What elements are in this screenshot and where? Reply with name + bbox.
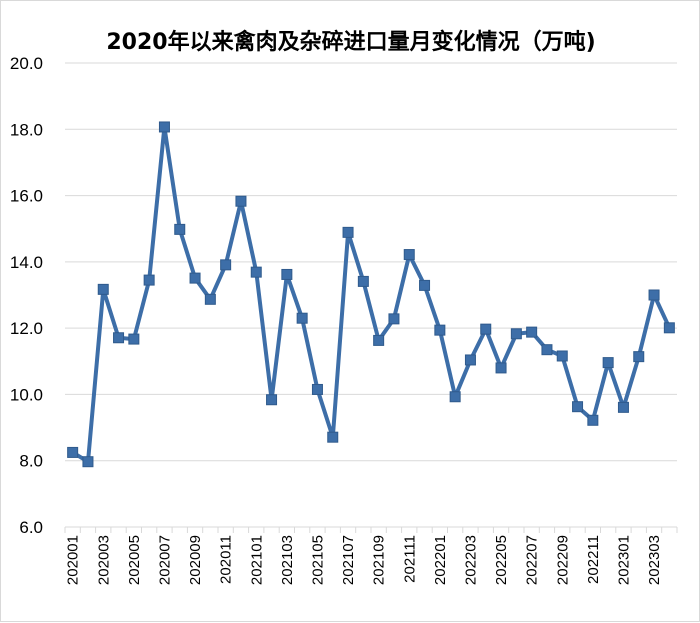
data-point	[434, 324, 446, 336]
x-tick-label: 202109	[371, 535, 388, 585]
x-tick-label: 202003	[95, 535, 112, 585]
data-point	[357, 275, 369, 287]
data-point	[128, 333, 140, 345]
data-point	[250, 266, 262, 278]
data-point	[189, 272, 201, 284]
x-tick-label: 202107	[340, 535, 357, 585]
y-tick-label: 16.0	[10, 187, 43, 206]
data-point	[480, 323, 492, 335]
data-point	[143, 274, 155, 286]
data-point	[67, 446, 79, 458]
y-tick-label: 10.0	[10, 385, 43, 404]
data-point	[572, 401, 584, 413]
x-tick-label: 202105	[309, 535, 326, 585]
chart-title: 2020年以来禽肉及杂碎进口量月变化情况（万吨)	[106, 30, 596, 55]
data-point	[419, 279, 431, 291]
x-tick-label: 202301	[615, 535, 632, 585]
data-point	[633, 351, 645, 363]
x-tick-label: 202009	[187, 535, 204, 585]
data-point	[266, 394, 278, 406]
x-tick-label: 202205	[493, 535, 510, 585]
data-point	[663, 322, 675, 334]
data-point	[648, 289, 660, 301]
y-tick-label: 20.0	[10, 54, 43, 73]
data-point	[235, 195, 247, 207]
x-tick-label: 202209	[554, 535, 571, 585]
x-tick-label: 202111	[401, 535, 418, 583]
data-point	[464, 354, 476, 366]
y-tick-label: 6.0	[19, 518, 43, 537]
data-point	[296, 312, 308, 324]
data-point	[158, 121, 170, 133]
x-tick-label: 202207	[524, 535, 541, 585]
data-point	[82, 456, 94, 468]
x-tick-label: 202011	[218, 535, 235, 584]
data-point	[388, 313, 400, 325]
x-tick-label: 202201	[432, 535, 449, 585]
data-point	[220, 259, 232, 271]
data-point	[403, 249, 415, 261]
data-point	[602, 357, 614, 369]
series-line	[70, 125, 672, 464]
x-tick-label: 202203	[462, 535, 479, 585]
y-tick-label: 12.0	[10, 319, 43, 338]
y-tick-label: 18.0	[10, 120, 43, 139]
y-tick-label: 8.0	[19, 452, 43, 471]
x-tick-label: 202101	[248, 535, 265, 585]
x-tick-label: 202303	[646, 535, 663, 585]
x-tick-label: 202103	[279, 535, 296, 585]
x-tick-label: 202001	[65, 535, 82, 585]
data-point	[281, 268, 293, 280]
data-point	[526, 326, 538, 338]
data-point	[311, 383, 323, 395]
y-tick-label: 14.0	[10, 253, 43, 272]
data-point	[556, 350, 568, 362]
data-point	[97, 283, 109, 295]
data-point	[541, 344, 553, 356]
data-point	[373, 334, 385, 346]
data-point	[113, 332, 125, 344]
data-point	[174, 223, 186, 235]
data-point	[617, 401, 629, 413]
x-tick-label: 202211	[585, 535, 602, 584]
data-point	[327, 431, 339, 443]
data-point	[342, 226, 354, 238]
data-point	[510, 328, 522, 340]
x-tick-label: 202007	[156, 535, 173, 585]
data-point	[495, 362, 507, 374]
data-point	[449, 391, 461, 403]
data-point	[587, 414, 599, 426]
data-point	[204, 293, 216, 305]
x-tick-label: 202005	[126, 535, 143, 585]
